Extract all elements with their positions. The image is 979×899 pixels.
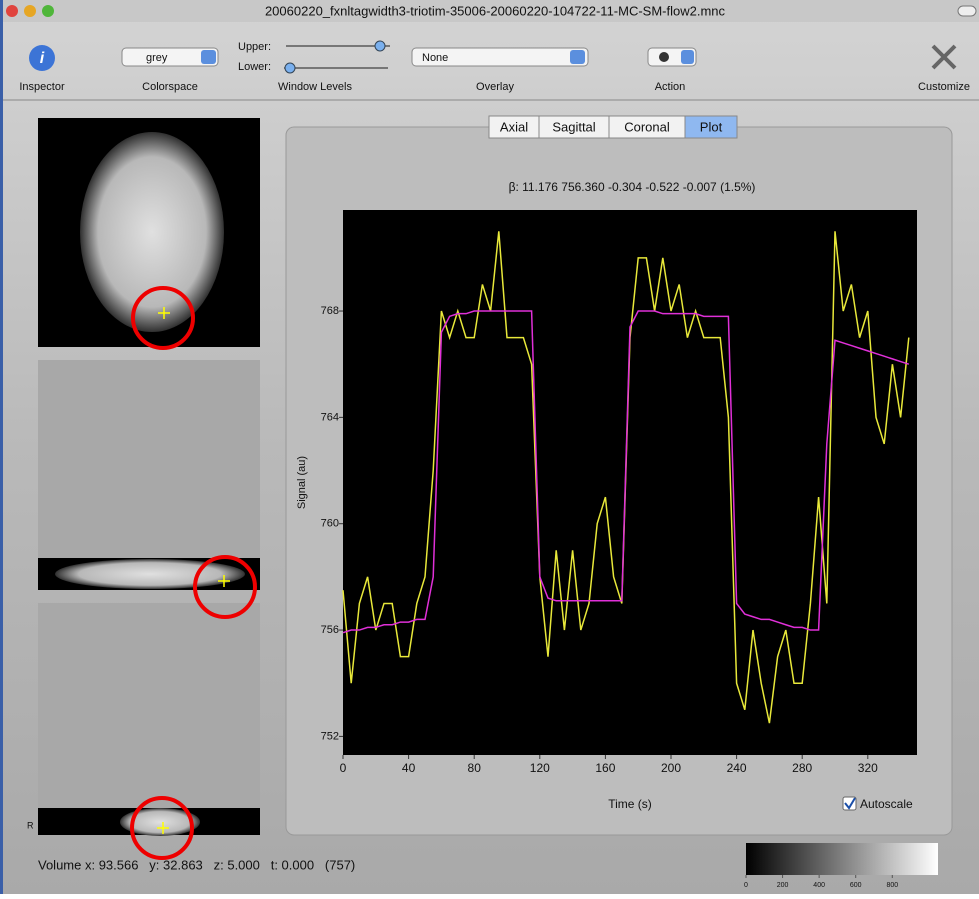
popup-arrows <box>570 50 585 64</box>
window-title: 20060220_fxnltagwidth3-triotim-35006-200… <box>265 3 726 18</box>
x-tick-label: 40 <box>402 761 416 775</box>
plot: 752 756 760 764 768 0 40 80 120 160 200 240 280 320 Ti… <box>296 210 917 811</box>
colorbar-tick-label: 600 <box>850 882 862 889</box>
tab-bar: Axial Sagittal Coronal Plot <box>489 116 737 138</box>
plot-area <box>343 210 917 755</box>
popup-arrow <box>681 50 694 64</box>
colorbar-tick-label: 200 <box>777 882 789 889</box>
y-axis-label: Signal (au) <box>296 456 308 509</box>
popup-arrows <box>201 50 216 64</box>
tab-label: Axial <box>500 119 528 134</box>
tab-label: Plot <box>700 119 723 134</box>
colorspace-label: Colorspace <box>142 81 198 93</box>
x-tick-label: 280 <box>792 761 812 775</box>
y-tick-label: 764 <box>321 411 339 423</box>
upper-slider-knob[interactable] <box>375 41 385 51</box>
inspector-label: Inspector <box>19 81 65 93</box>
overlay-value: None <box>422 52 448 64</box>
y-tick-label: 760 <box>321 518 339 530</box>
x-tick-label: 80 <box>468 761 482 775</box>
close-button[interactable] <box>6 5 18 17</box>
x-tick-label: 120 <box>530 761 550 775</box>
x-tick-label: 0 <box>340 761 347 775</box>
autoscale-label: Autoscale <box>860 797 913 811</box>
colorbar-tick-label: 400 <box>813 882 825 889</box>
tab-label: Sagittal <box>552 119 595 134</box>
x-axis-label: Time (s) <box>608 797 652 811</box>
x-tick-label: 160 <box>595 761 615 775</box>
y-tick-label: 752 <box>321 730 339 742</box>
lower-label: Lower: <box>238 61 271 73</box>
gear-icon <box>659 52 669 62</box>
beta-text: β: 11.176 756.360 -0.304 -0.522 -0.007 (… <box>509 180 756 194</box>
customize-label: Customize <box>918 81 970 93</box>
orientation-label: R <box>27 820 34 830</box>
x-tick-label: 320 <box>858 761 878 775</box>
colorbar-tick-label: 800 <box>886 882 898 889</box>
tab-label: Coronal <box>624 119 670 134</box>
action-label: Action <box>655 81 686 93</box>
x-tick-label: 200 <box>661 761 681 775</box>
lower-slider-knob[interactable] <box>285 63 295 73</box>
info-glyph: i <box>40 50 45 67</box>
zoom-button[interactable] <box>42 5 54 17</box>
upper-label: Upper: <box>238 41 271 53</box>
overlay-label: Overlay <box>476 81 514 93</box>
window-levels-label: Window Levels <box>278 81 352 93</box>
sagittal-brain <box>55 559 245 589</box>
page: 20060220_fxnltagwidth3-triotim-35006-200… <box>0 0 979 894</box>
x-tick-label: 240 <box>727 761 747 775</box>
colorbar-tick-label: 0 <box>744 882 748 889</box>
y-tick-label: 756 <box>321 624 339 636</box>
y-tick-label: 768 <box>321 305 339 317</box>
toolbar-toggle[interactable] <box>958 6 976 16</box>
status-text: Volume x: 93.566 y: 32.863 z: 5.000 t: 0… <box>38 857 355 872</box>
minimize-button[interactable] <box>24 5 36 17</box>
colorspace-value: grey <box>146 52 168 64</box>
colorbar <box>746 843 938 875</box>
app-window: 20060220_fxnltagwidth3-triotim-35006-200… <box>0 0 979 894</box>
axial-brain <box>80 132 224 332</box>
